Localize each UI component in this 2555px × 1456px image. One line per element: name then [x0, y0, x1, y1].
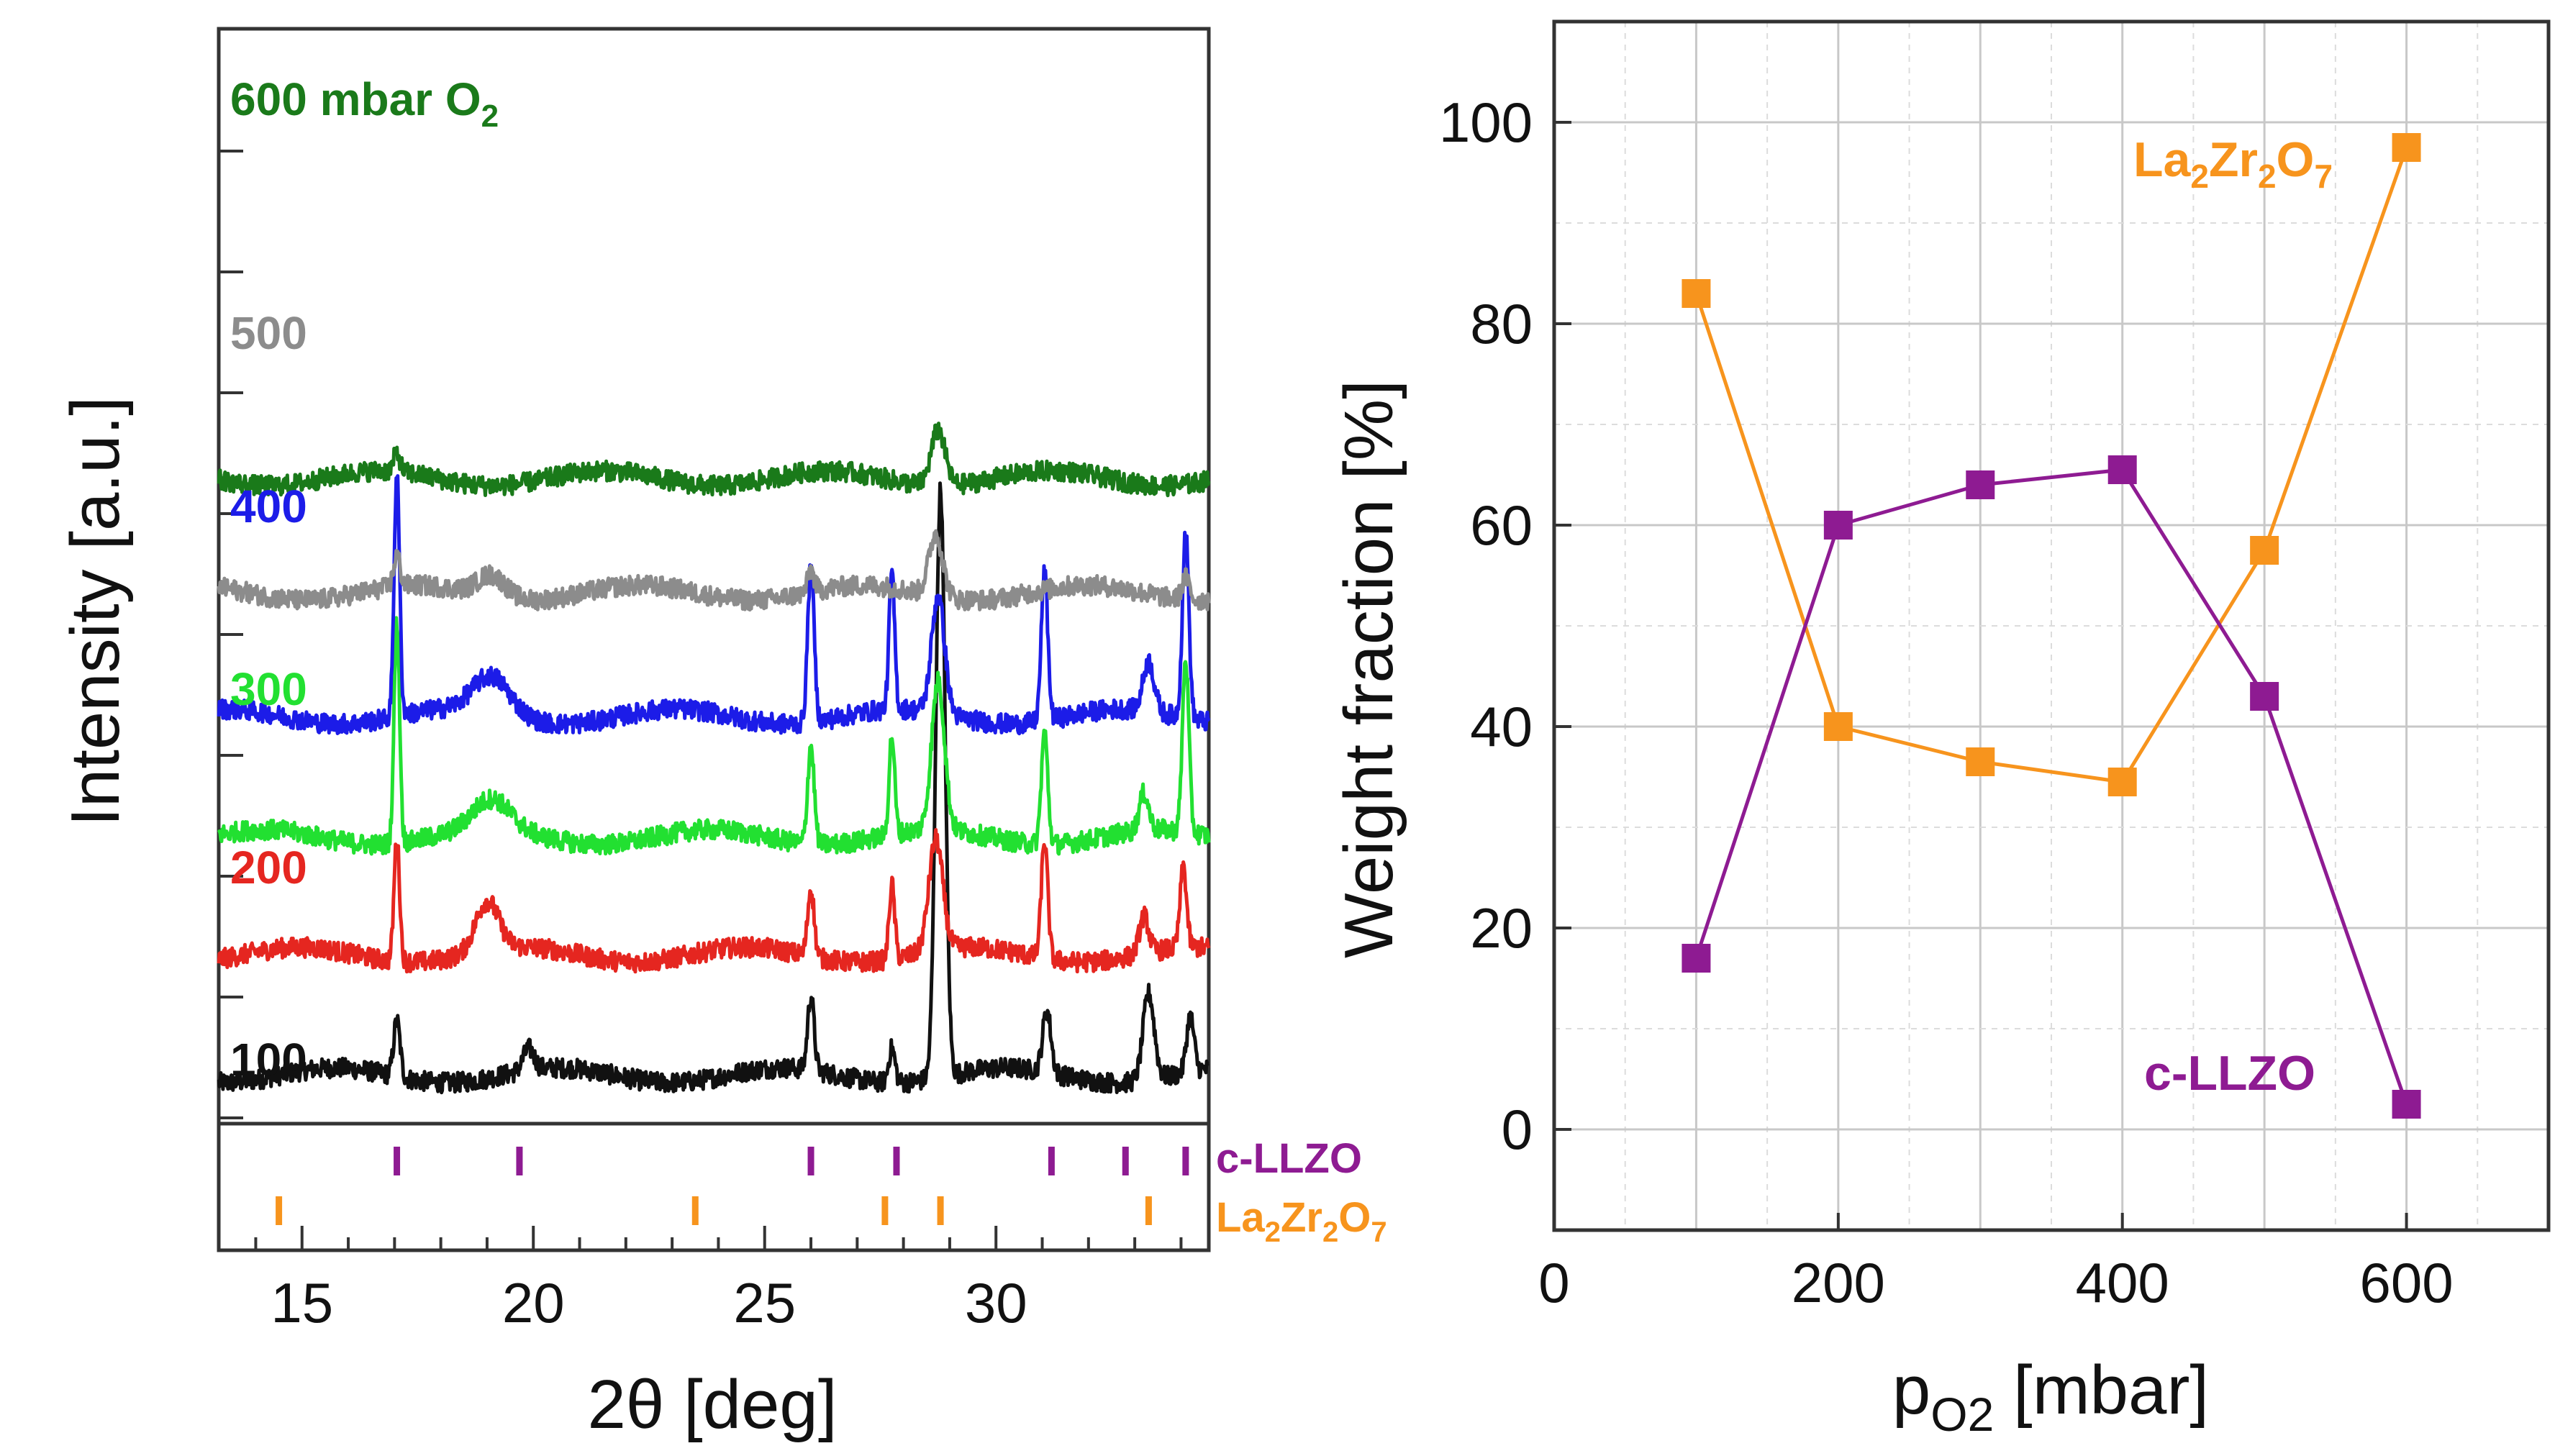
xrd-series-label-text: 100	[230, 1034, 307, 1086]
weight-data-point	[2392, 133, 2421, 162]
xrd-series-label-text: 600 mbar O	[230, 73, 481, 125]
weight-fraction-panel: 0 20 40 60 80 100 0 200 400 600 Weight fraction …	[1330, 19, 2551, 1441]
weight-y-tick-label: 20	[1470, 896, 1533, 960]
xrd-series-label-text: 200	[230, 842, 307, 893]
xrd-series-label: 300	[230, 663, 307, 715]
xrd-x-tick-label: 25	[733, 1271, 796, 1334]
xrd-y-ticks	[219, 150, 243, 1119]
xrd-series-labels: 100 200 300 400 500 600 mbar O2	[230, 73, 499, 1086]
weight-data-point	[2107, 768, 2137, 796]
xrd-panel: 15 20 25 30 100 200 300 400 500 600 mbar O2 2θ […	[57, 27, 1387, 1443]
xrd-series-line	[217, 616, 1211, 856]
xrd-series-label-text: 500	[230, 307, 307, 359]
weight-data-point	[1966, 747, 1995, 776]
xrd-x-tick-label: 15	[271, 1271, 333, 1334]
xrd-series-label: 400	[230, 481, 307, 532]
weight-y-tick-label: 100	[1439, 91, 1533, 154]
xrd-series-label: 100	[230, 1034, 307, 1086]
xrd-series-line	[217, 481, 1210, 1095]
xrd-series-label: 500	[230, 307, 307, 359]
xrd-series-label: 200	[230, 842, 307, 893]
weight-data-point	[1966, 470, 1995, 499]
weight-data-point	[2392, 1090, 2421, 1119]
xrd-series-label-subscript: 2	[481, 99, 499, 134]
weight-data-point	[2250, 536, 2279, 565]
xrd-x-tick-label: 20	[502, 1271, 565, 1334]
ref-label-c-llzo: c-LLZO	[1216, 1135, 1362, 1182]
weight-y-tick-label: 80	[1470, 292, 1533, 355]
ref-label-la2zr2o7: La2Zr2O7	[1216, 1194, 1387, 1248]
weight-x-tick-label: 0	[1538, 1251, 1569, 1314]
weight-y-tick-label: 40	[1470, 695, 1533, 758]
weight-x-ticks: 0 200 400 600	[1538, 1213, 2454, 1314]
weight-x-tick-label: 200	[1792, 1251, 1885, 1314]
weight-y-ticks: 0 20 40 60 80 100	[1439, 91, 1571, 1161]
xrd-series-label-text: 400	[230, 481, 307, 532]
weight-grid	[1554, 22, 2549, 1230]
xrd-y-axis-title: Intensity [a.u.]	[57, 396, 134, 827]
weight-x-axis-title: pO2 [mbar]	[1892, 1352, 2209, 1441]
xrd-plot-frame	[217, 27, 1211, 1252]
xrd-series-group	[217, 422, 1211, 1095]
weight-series-line	[1694, 468, 2408, 1105]
weight-y-tick-label: 60	[1470, 493, 1533, 557]
xrd-x-ticks: 15 20 25 30	[254, 1226, 1183, 1334]
series-label-c-llzo: c-LLZO	[2144, 1046, 2315, 1101]
xrd-series-line	[217, 474, 1211, 736]
weight-series-group	[1682, 133, 2421, 1119]
xrd-series-label: 600 mbar O2	[230, 73, 499, 134]
xrd-series-line	[217, 828, 1211, 974]
weight-series-line	[1694, 147, 2408, 784]
xrd-reference-markers	[276, 1147, 1189, 1225]
xrd-x-axis-title: 2θ [deg]	[588, 1366, 838, 1443]
weight-y-axis-title: Weight fraction [%]	[1330, 380, 1407, 958]
series-label-la2zr2o7: La2Zr2O7	[2133, 132, 2333, 195]
weight-data-point	[2107, 455, 2137, 484]
weight-x-tick-label: 400	[2076, 1251, 2169, 1314]
xrd-series-label-text: 300	[230, 663, 307, 715]
weight-y-tick-label: 0	[1502, 1098, 1533, 1161]
xrd-x-tick-label: 30	[965, 1271, 1027, 1334]
xrd-series-line	[217, 529, 1211, 612]
weight-data-point	[1682, 944, 1711, 973]
weight-data-point	[1682, 279, 1711, 308]
weight-data-point	[2250, 682, 2279, 711]
weight-data-point	[1823, 712, 1853, 741]
xrd-series-line	[217, 422, 1211, 498]
weight-data-point	[1823, 511, 1853, 540]
weight-x-tick-label: 600	[2360, 1251, 2454, 1314]
weight-plot-frame	[1552, 19, 2551, 1232]
